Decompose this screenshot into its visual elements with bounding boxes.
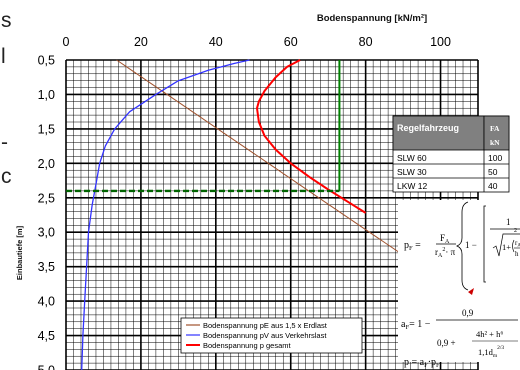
svg-text:aF= 1 −: aF= 1 − xyxy=(401,319,431,331)
table-cell: SLW 30 xyxy=(397,167,427,177)
formula-text: 1,1d xyxy=(478,347,494,357)
svg-text:FA: FA xyxy=(440,233,450,245)
x-tick-label: 100 xyxy=(430,35,451,49)
formula-text: A xyxy=(438,253,443,259)
formula-text: = 1 − xyxy=(409,319,431,330)
formula-text: 0,9 + xyxy=(437,338,456,348)
formula-text: · π xyxy=(445,247,455,257)
x-tick-label: 20 xyxy=(134,35,148,49)
y-tick-label: 0,5 xyxy=(38,54,55,68)
legend-label: Bodenspannung pV aus Verkehrslast xyxy=(203,331,327,340)
formula-text: 2/3 xyxy=(497,345,504,351)
formula-text: F xyxy=(440,233,445,243)
y-tick-label: 4,5 xyxy=(38,329,55,343)
x-tick-label: 80 xyxy=(359,35,373,49)
svg-text:pF =: pF = xyxy=(404,240,421,252)
formula-text: A xyxy=(445,239,450,245)
table-cell: 50 xyxy=(488,167,498,177)
formula-text: r xyxy=(435,247,438,257)
formula-text: a xyxy=(401,319,406,330)
chart-reference-lines xyxy=(66,60,341,193)
y-axis-title: Einbautiefe [m] xyxy=(15,225,24,280)
formula-text: ·p xyxy=(428,357,436,368)
table-cell: SLW 60 xyxy=(397,153,427,163)
formula-box: pF = FA rA2· π 1 − 1 1+ rA h 2 aF= 1 − 0… xyxy=(398,200,520,369)
formula-text: 1 − xyxy=(465,240,477,250)
svg-text:1,1dm2/3: 1,1dm 2/3 xyxy=(478,345,504,359)
formula-text: p xyxy=(404,240,409,251)
formula-text: 4h² + h⁶ xyxy=(476,329,503,339)
formula-text: 0,9 xyxy=(462,308,474,318)
formula-text: F xyxy=(405,324,409,331)
chart-legend: Bodenspannung pE aus 1,5 x Erdlast Boden… xyxy=(180,317,363,354)
svg-text:rA: rA xyxy=(515,239,520,249)
chart-axes: 0 20 40 60 80 100 0,5 1,0 1,5 2,0 2,5 3,0 3,5 4,0 4,5 5… xyxy=(38,35,451,370)
y-tick-label: 3,0 xyxy=(38,226,55,240)
svg-text:rA2· π: rA2· π xyxy=(435,247,456,259)
table-header-unit: kN xyxy=(490,138,500,147)
y-tick-label: 3,5 xyxy=(38,260,55,274)
y-tick-label: 4,0 xyxy=(38,295,55,309)
formula-text: m xyxy=(493,353,498,359)
x-tick-label: 60 xyxy=(284,35,298,49)
formula-text: F xyxy=(424,362,428,369)
table-cell: LKW 12 xyxy=(397,181,428,191)
y-tick-label: 1,0 xyxy=(38,88,55,102)
cut-margin-glyph: l xyxy=(1,45,6,68)
series-line xyxy=(256,59,367,214)
legend-label: Bodenspannung p gesamt xyxy=(203,341,291,350)
series-line xyxy=(116,59,404,256)
legend-label: Bodenspannung pE aus 1,5 x Erdlast xyxy=(203,321,328,330)
table-header-vehicle: Regelfahrzeug xyxy=(397,123,459,133)
svg-text:p = aF·pF: p = aF·pF xyxy=(404,357,440,369)
table-header-fa: FA xyxy=(490,124,500,133)
formula-text: F xyxy=(409,245,413,252)
x-axis-title: Bodenspannung [kN/m²] xyxy=(317,13,427,24)
formula-text: 1 xyxy=(506,217,511,227)
formula-text: 2 xyxy=(514,228,517,234)
formula-text: F xyxy=(436,362,440,369)
y-tick-label: 5,0 xyxy=(38,364,55,370)
formula-text: 2 xyxy=(442,247,445,253)
formula-text: p = a xyxy=(404,357,425,368)
vehicle-table: Regelfahrzeug FA kN SLW 60 100 SLW 30 50… xyxy=(392,115,510,193)
y-tick-label: 2,5 xyxy=(38,191,55,205)
cut-margin-glyph: c xyxy=(1,165,12,188)
x-tick-label: 0 xyxy=(63,35,70,49)
formula-text: r xyxy=(515,239,518,247)
y-tick-label: 2,0 xyxy=(38,157,55,171)
x-tick-label: 40 xyxy=(209,35,223,49)
formula-text: 1+ xyxy=(502,242,511,252)
series-line xyxy=(81,59,250,370)
table-cell: 40 xyxy=(488,181,498,191)
table-cell: 100 xyxy=(488,153,502,163)
cut-margin-glyph: - xyxy=(1,131,8,154)
formula-text: A xyxy=(517,244,520,249)
formula-text: h xyxy=(515,250,519,258)
chart-series xyxy=(81,59,404,370)
cut-margin-glyph: s xyxy=(1,9,12,32)
y-tick-label: 1,5 xyxy=(38,122,55,136)
